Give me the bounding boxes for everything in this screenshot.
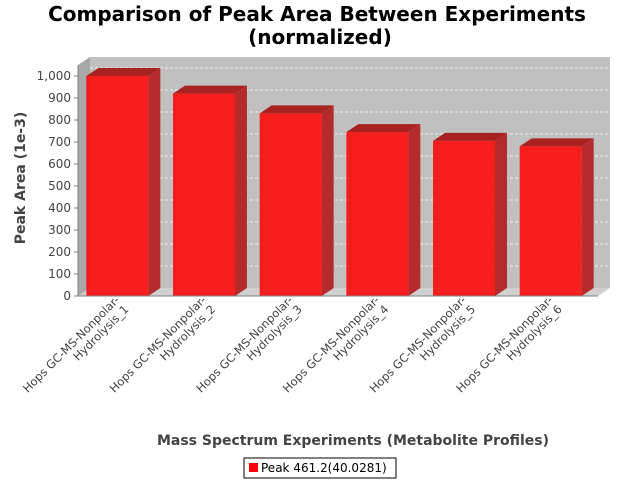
y-tick-label: 700 xyxy=(48,135,71,149)
bar-front xyxy=(86,76,149,296)
bar xyxy=(173,85,247,296)
y-tick-label: 600 xyxy=(48,157,71,171)
x-tick-label-line: Hops GC-MS-Nonpolar- xyxy=(20,293,122,395)
y-tick-label: 900 xyxy=(48,91,71,105)
bar-front xyxy=(259,113,322,297)
bar-top xyxy=(259,105,334,114)
y-tick-label: 300 xyxy=(48,223,71,237)
bar-side xyxy=(581,138,594,296)
y-tick-label: 400 xyxy=(48,201,71,215)
legend-swatch xyxy=(249,463,258,472)
y-tick-label: 0 xyxy=(63,289,71,303)
bar-side xyxy=(321,105,334,297)
bar-side xyxy=(408,124,421,296)
legend-box xyxy=(243,457,397,479)
bar xyxy=(433,132,507,296)
bar-top xyxy=(173,85,247,94)
y-tick-label: 200 xyxy=(48,245,71,259)
y-tick-label: 1,000 xyxy=(37,69,71,83)
bar xyxy=(259,105,334,297)
bar-top xyxy=(433,132,507,141)
bar-side xyxy=(235,85,247,296)
chart-title: Comparison of Peak Area Between Experime… xyxy=(48,2,586,49)
bar-front xyxy=(173,93,235,296)
legend: Peak 461.2(40.0281) xyxy=(243,457,397,479)
bar-side xyxy=(495,132,507,296)
bar-top xyxy=(346,124,421,133)
x-axis-title: Mass Spectrum Experiments (Metabolite Pr… xyxy=(157,433,549,449)
bars xyxy=(86,68,594,297)
bar-top xyxy=(86,68,161,76)
bar xyxy=(346,124,421,296)
bar-top xyxy=(519,138,594,147)
y-axis: 0 100 200 300 400 500 600 700 800 900 1,000 xyxy=(37,65,79,303)
legend-series-label: Peak 461.2(40.0281) xyxy=(261,461,387,475)
y-tick-label: 800 xyxy=(48,113,71,127)
bar-front xyxy=(519,146,582,296)
y-tick-label: 100 xyxy=(48,267,71,281)
chart-title-line-1: Comparison of Peak Area Between Experime… xyxy=(48,2,586,26)
y-tick-label: 500 xyxy=(48,179,71,193)
bar xyxy=(519,138,594,296)
bar-side xyxy=(148,68,161,296)
bar-front xyxy=(433,140,495,296)
chart-title-line-2: (normalized) xyxy=(248,25,392,49)
bar xyxy=(86,68,161,296)
bar-front xyxy=(346,132,409,296)
y-axis-title: Peak Area (1e-3) xyxy=(13,112,29,245)
